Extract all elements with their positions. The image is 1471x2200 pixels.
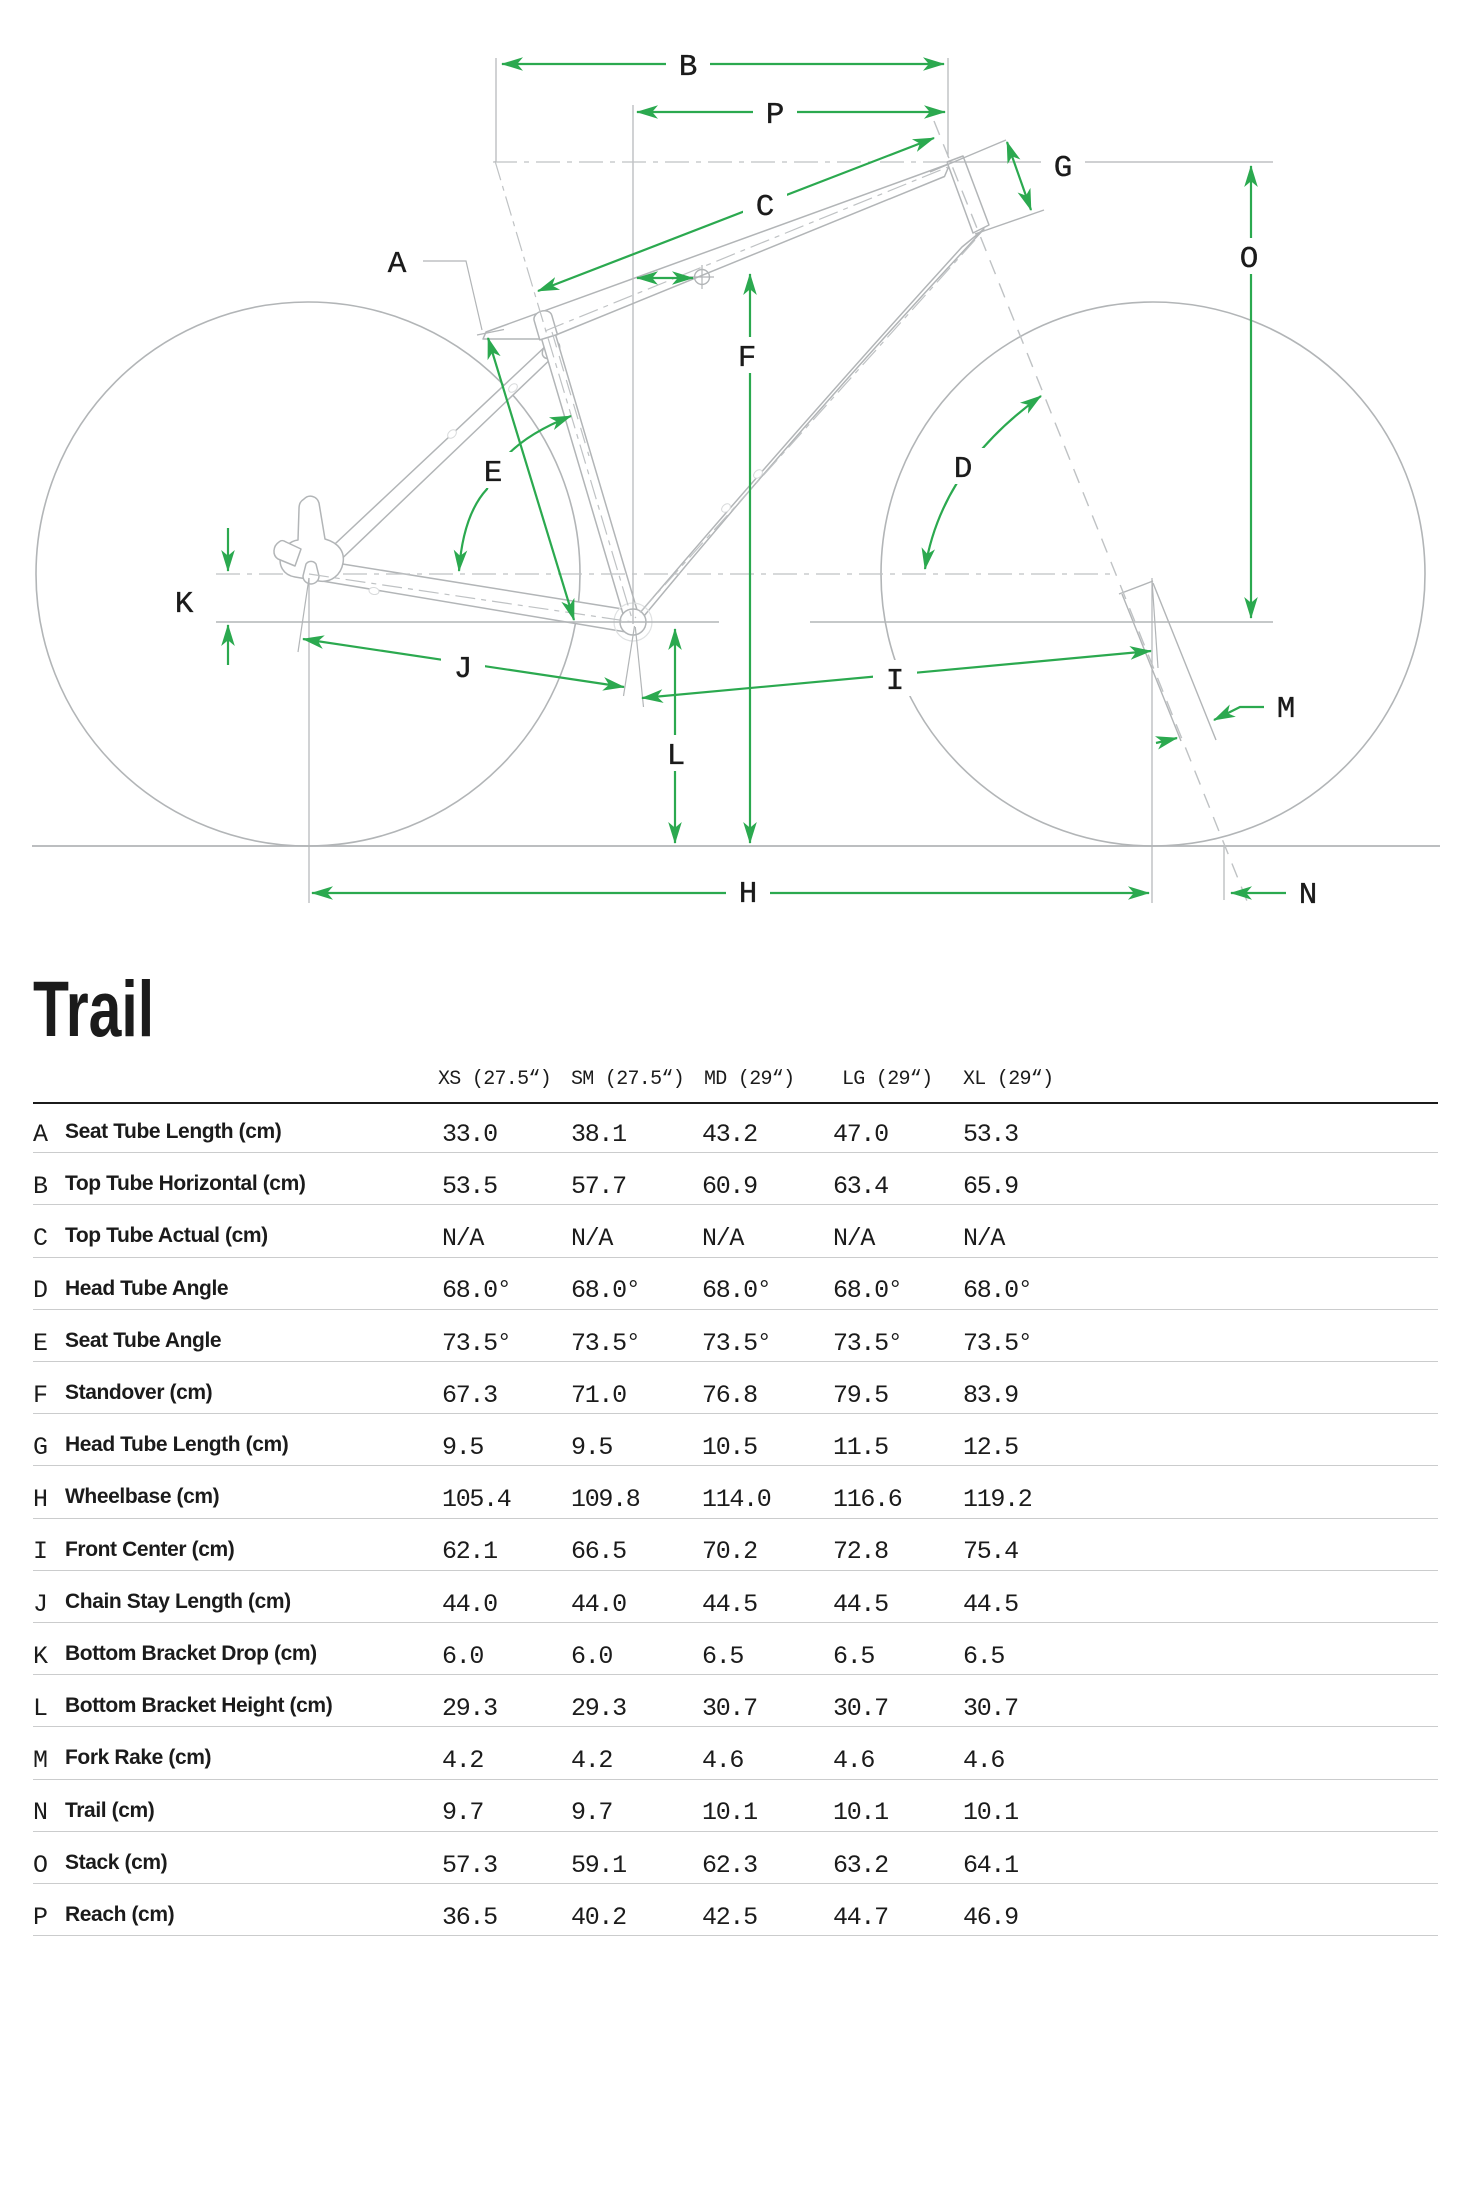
svg-text:D: D [954, 452, 973, 487]
svg-text:J: J [454, 652, 473, 687]
svg-text:M: M [1277, 692, 1296, 727]
svg-text:I: I [886, 664, 905, 699]
svg-text:E: E [484, 456, 503, 491]
svg-text:K: K [175, 587, 194, 622]
svg-text:G: G [1054, 151, 1073, 186]
svg-text:O: O [1240, 242, 1259, 277]
svg-text:F: F [738, 341, 757, 376]
svg-text:L: L [667, 739, 686, 774]
svg-text:A: A [388, 247, 407, 282]
svg-text:H: H [739, 877, 758, 912]
svg-text:C: C [756, 190, 775, 225]
svg-text:N: N [1299, 878, 1318, 913]
svg-text:P: P [766, 98, 785, 133]
svg-text:B: B [679, 50, 698, 85]
